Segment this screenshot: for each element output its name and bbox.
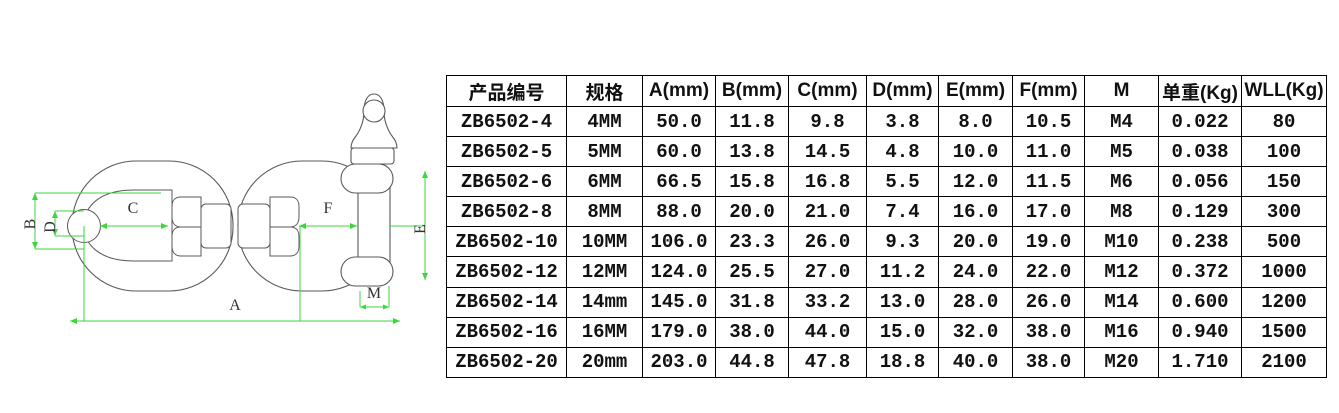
svg-text:A: A bbox=[229, 297, 241, 314]
svg-text:F: F bbox=[324, 200, 333, 217]
svg-text:E: E bbox=[412, 224, 429, 234]
svg-text:M: M bbox=[367, 285, 381, 302]
svg-text:C: C bbox=[128, 200, 139, 217]
svg-text:B: B bbox=[22, 219, 39, 230]
svg-text:D: D bbox=[42, 221, 59, 233]
